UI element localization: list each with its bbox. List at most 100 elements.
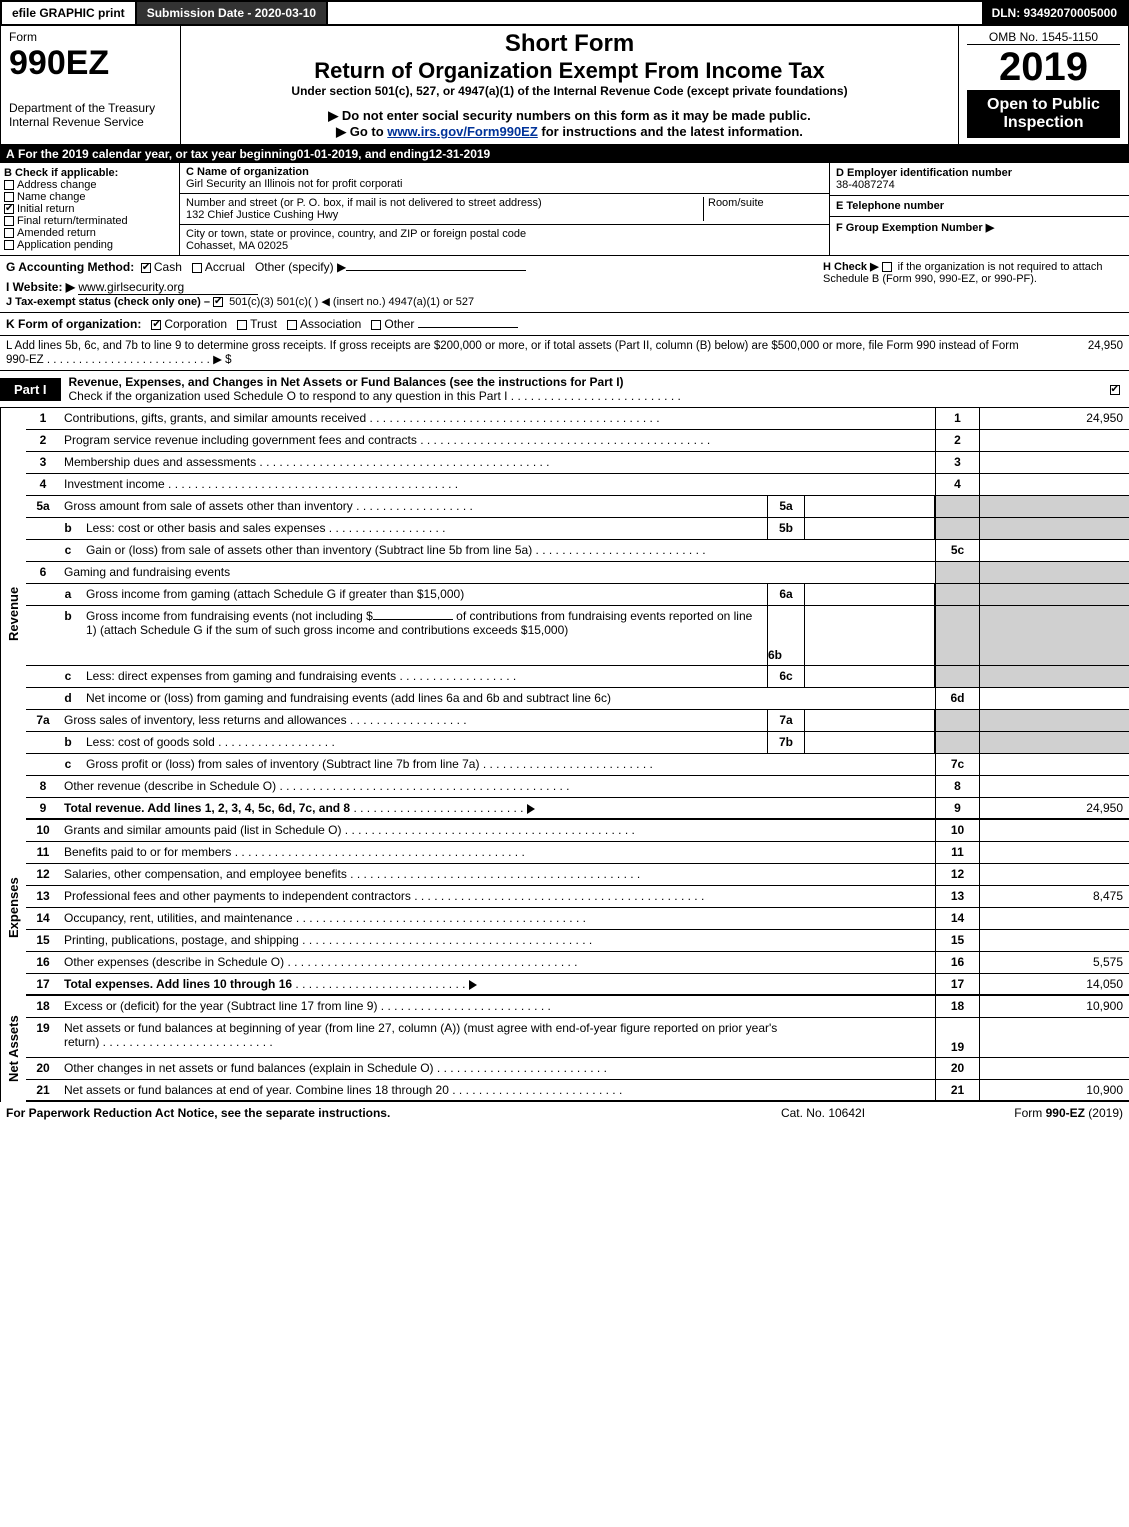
A-mid: , and ending	[358, 147, 429, 161]
under-section: Under section 501(c), 527, or 4947(a)(1)…	[189, 84, 950, 98]
line-7a: 7aGross sales of inventory, less returns…	[26, 710, 1129, 732]
line-19: 19Net assets or fund balances at beginni…	[26, 1018, 1129, 1058]
goto-post: for instructions and the latest informat…	[538, 124, 803, 139]
G-other-line[interactable]	[346, 270, 526, 271]
B-item-initial: Initial return	[4, 203, 175, 215]
org-name: Girl Security an Illinois not for profit…	[186, 178, 823, 190]
open-public-badge: Open to Public Inspection	[967, 90, 1120, 138]
B-item-name: Name change	[4, 191, 175, 203]
A-pre: For the 2019 calendar year, or tax year …	[18, 147, 297, 161]
G-cash-cb[interactable]	[141, 263, 151, 273]
J-block: J Tax-exempt status (check only one) – 5…	[6, 295, 823, 308]
C-name-label: C Name of organization	[186, 166, 309, 178]
line-6d: dNet income or (loss) from gaming and fu…	[26, 688, 1129, 710]
B-label: B Check if applicable:	[4, 167, 118, 179]
A-lead: A	[6, 147, 18, 161]
dln-label: DLN: 93492070005000	[982, 2, 1127, 24]
line-5c: cGain or (loss) from sale of assets othe…	[26, 540, 1129, 562]
G-label: G Accounting Method:	[6, 260, 134, 274]
netassets-section: Net Assets 18Excess or (deficit) for the…	[0, 996, 1129, 1102]
line-9: 9Total revenue. Add lines 1, 2, 3, 4, 5c…	[26, 798, 1129, 820]
line-7b: bLess: cost of goods sold7b	[26, 732, 1129, 754]
arrow-icon	[527, 804, 535, 814]
arrow-icon	[469, 980, 477, 990]
C-street-row: Number and street (or P. O. box, if mail…	[180, 194, 829, 225]
L-value: 24,950	[1043, 340, 1123, 366]
B-item-amended: Amended return	[4, 227, 175, 239]
line-11: 11Benefits paid to or for members11	[26, 842, 1129, 864]
line-5a: 5aGross amount from sale of assets other…	[26, 496, 1129, 518]
J-501c3-cb[interactable]	[213, 297, 223, 307]
B-item-address: Address change	[4, 179, 175, 191]
B-item-final: Final return/terminated	[4, 215, 175, 227]
row-G-H: G Accounting Method: Cash Accrual Other …	[0, 256, 1129, 313]
expenses-side-label: Expenses	[0, 820, 26, 996]
goto-pre: ▶ Go to	[336, 124, 387, 139]
line-21: 21Net assets or fund balances at end of …	[26, 1080, 1129, 1102]
submission-date-label: Submission Date - 2020-03-10	[137, 2, 328, 24]
top-bar: efile GRAPHIC print Submission Date - 20…	[0, 0, 1129, 26]
row-K: K Form of organization: Corporation Trus…	[0, 313, 1129, 336]
subdate-value: 2020-03-10	[255, 6, 316, 20]
A-end: 12-31-2019	[429, 147, 490, 161]
header-left: Form 990EZ Department of the Treasury In…	[1, 26, 181, 144]
efile-print-button[interactable]: efile GRAPHIC print	[2, 2, 137, 24]
ssn-warning: ▶ Do not enter social security numbers o…	[189, 108, 950, 124]
H-label: H Check ▶	[823, 261, 879, 273]
irs-link[interactable]: www.irs.gov/Form990EZ	[387, 124, 538, 139]
K-trust: Trust	[250, 317, 277, 331]
line-18: 18Excess or (deficit) for the year (Subt…	[26, 996, 1129, 1018]
line-9-text: Total revenue. Add lines 1, 2, 3, 4, 5c,…	[64, 801, 350, 815]
line-6: 6Gaming and fundraising events	[26, 562, 1129, 584]
K-other-line[interactable]	[418, 327, 518, 328]
ein-value: 38-4087274	[836, 179, 1123, 191]
K-other-cb[interactable]	[371, 320, 381, 330]
line-6c: cLess: direct expenses from gaming and f…	[26, 666, 1129, 688]
part-I-title-text: Revenue, Expenses, and Changes in Net As…	[69, 375, 624, 389]
G-other: Other (specify) ▶	[255, 260, 346, 274]
line-10: 10Grants and similar amounts paid (list …	[26, 820, 1129, 842]
header-right: OMB No. 1545-1150 2019 Open to Public In…	[958, 26, 1128, 144]
section-B-C-DEF: B Check if applicable: Address change Na…	[0, 163, 1129, 256]
line-16: 16Other expenses (describe in Schedule O…	[26, 952, 1129, 974]
K-trust-cb[interactable]	[237, 320, 247, 330]
short-form-title: Short Form	[189, 30, 950, 58]
F-label: F Group Exemption Number ▶	[836, 222, 994, 234]
D-row: D Employer identification number 38-4087…	[830, 163, 1129, 196]
I-label: I Website: ▶	[6, 280, 75, 294]
line-2: 2Program service revenue including gover…	[26, 430, 1129, 452]
col-B: B Check if applicable: Address change Na…	[0, 163, 180, 255]
K-corp-cb[interactable]	[151, 320, 161, 330]
return-title: Return of Organization Exempt From Incom…	[189, 58, 950, 84]
K-assoc-cb[interactable]	[287, 320, 297, 330]
footer-right: Form 990-EZ (2019)	[923, 1106, 1123, 1120]
form-label: Form	[9, 30, 172, 44]
part-I-tag: Part I	[0, 378, 61, 401]
part-I-dots	[511, 389, 681, 403]
footer-form-no: 990-EZ	[1046, 1106, 1085, 1120]
revenue-section: Revenue 1Contributions, gifts, grants, a…	[0, 408, 1129, 820]
expenses-section: Expenses 10Grants and similar amounts pa…	[0, 820, 1129, 996]
omb-number: OMB No. 1545-1150	[967, 30, 1120, 45]
6b-d1: Gross income from fundraising events (no…	[86, 609, 373, 623]
page-footer: For Paperwork Reduction Act Notice, see …	[0, 1102, 1129, 1124]
K-corp: Corporation	[164, 317, 227, 331]
I-block: I Website: ▶ www.girlsecurity.org	[6, 280, 823, 295]
K-other: Other	[384, 317, 414, 331]
L-arrow: ▶ $	[213, 354, 231, 366]
line-3: 3Membership dues and assessments3	[26, 452, 1129, 474]
C-name-row: C Name of organization Girl Security an …	[180, 163, 829, 194]
6b-blank[interactable]	[373, 619, 453, 620]
C-city-row: City or town, state or province, country…	[180, 225, 829, 255]
K-label: K Form of organization:	[6, 317, 141, 331]
H-cb[interactable]	[882, 262, 892, 272]
part-I-check[interactable]	[1103, 382, 1129, 396]
H-block: H Check ▶ if the organization is not req…	[823, 260, 1123, 308]
line-12: 12Salaries, other compensation, and empl…	[26, 864, 1129, 886]
part-I-title: Revenue, Expenses, and Changes in Net As…	[61, 371, 1103, 407]
footer-catno: Cat. No. 10642I	[723, 1106, 923, 1120]
B-item-pending: Application pending	[4, 239, 175, 251]
G-accrual-cb[interactable]	[192, 263, 202, 273]
line-5b: bLess: cost or other basis and sales exp…	[26, 518, 1129, 540]
line-20: 20Other changes in net assets or fund ba…	[26, 1058, 1129, 1080]
